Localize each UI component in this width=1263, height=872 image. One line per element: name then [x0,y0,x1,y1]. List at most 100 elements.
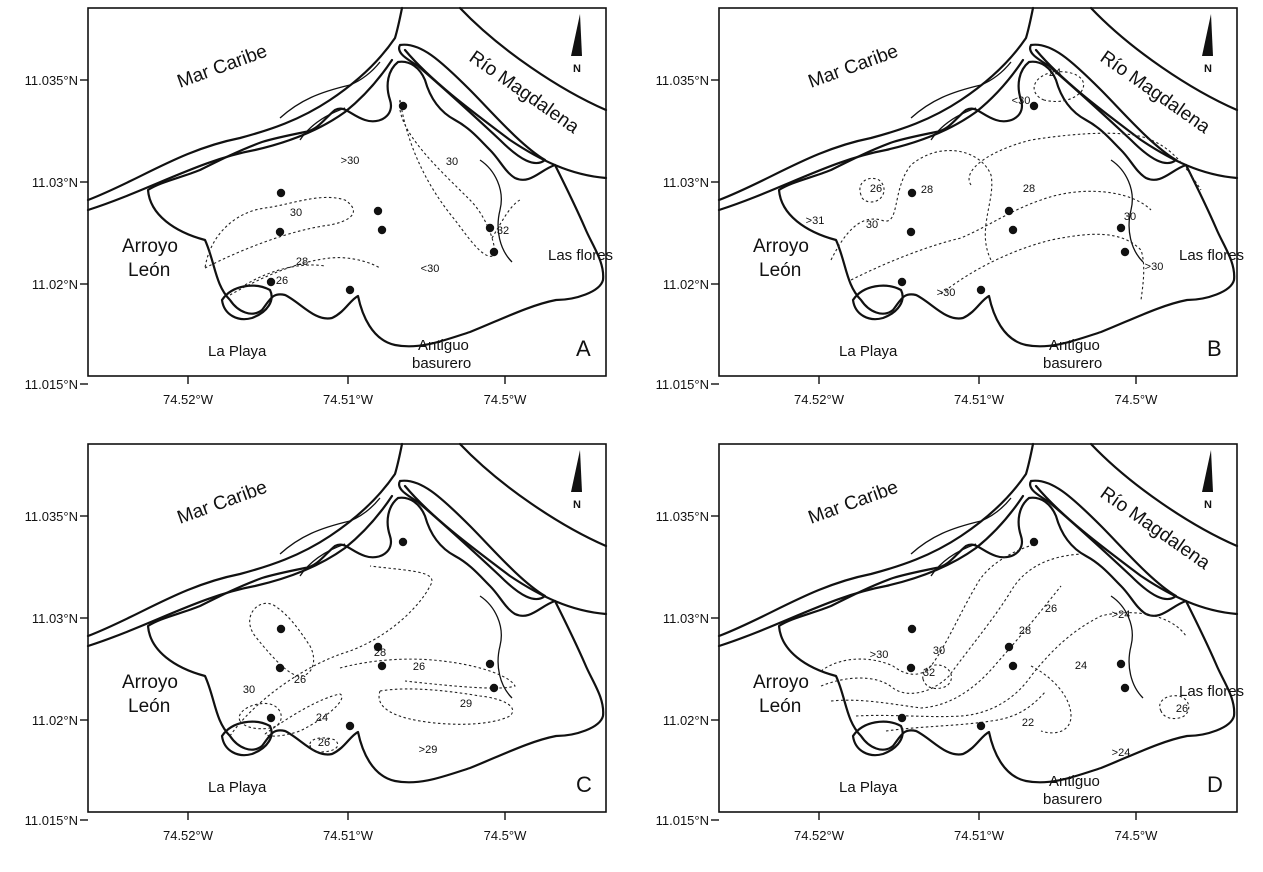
sampling-station [345,285,355,295]
channel-inlet [279,61,381,119]
playa-outline [220,284,273,321]
coastline [717,6,1035,202]
isoline [309,737,339,753]
y-tick-label: 11.03°N [32,175,78,190]
x-tick-label: 74.51°W [323,392,374,407]
antiguo-label: Antiguo [418,337,469,354]
x-tick-label: 74.51°W [954,828,1005,843]
coastline-inner [86,58,394,212]
isoline [229,565,433,737]
x-tick-label: 74.5°W [484,392,528,407]
isoline [264,693,343,737]
y-tick-label: 11.035°N [25,73,78,88]
basurero-label: basurero [1043,355,1102,372]
sampling-station [398,101,408,111]
coastline [717,442,1035,638]
river-bank-east [1089,442,1239,548]
sampling-station [275,227,285,237]
sampling-station [377,661,387,671]
sampling-station [276,188,286,198]
map-panel-c: 26 28 26 30 24 29 26 >29 Mar Caribe Arroyo León La… [0,436,632,872]
channel-inlet-2 [299,107,346,141]
sampling-station [907,188,917,198]
sampling-station [373,642,383,652]
isoline [830,150,993,261]
sea-label: Mar Caribe [806,41,901,93]
arroyo-label: Arroyo [122,672,178,693]
north-arrow-icon [571,14,582,56]
north-arrow-icon [1202,450,1213,492]
isoline [820,543,1037,675]
isoline-label: <30 [421,263,440,275]
isoline-label: >30 [1145,261,1164,273]
y-tick-label: 11.035°N [656,73,709,88]
isoline-label: 30 [446,156,458,168]
sampling-station [907,624,917,634]
isoline [229,257,381,296]
isoline-label: 28 [1023,183,1035,195]
panel-letter: A [576,336,591,361]
y-tick-label: 11.015°N [656,377,709,392]
leon-label: León [128,260,170,281]
isoline-label: >30 [870,649,889,661]
isoline [885,690,1047,732]
x-tick-label: 74.5°W [1115,392,1159,407]
coastline [86,442,404,638]
peninsula-outline [479,159,513,263]
isoline-label: 30 [1124,211,1136,223]
isoline [249,602,315,677]
isoline-label: 32 [497,225,509,237]
north-label: N [573,499,581,511]
sampling-station [976,285,986,295]
sampling-station [897,277,907,287]
channel-inlet [910,61,1012,119]
sampling-station [1004,642,1014,652]
isoline-label: 30 [866,219,878,231]
map-frame [718,7,1238,377]
north-label: N [1204,63,1212,75]
isoline-label: 28 [1019,625,1031,637]
channel-inlet-2 [299,543,346,577]
map-svg: 26 28 26 30 24 29 26 >29 Mar Caribe Arroyo León La… [25,442,608,843]
playa-label: La Playa [208,779,267,796]
y-tick-label: 11.03°N [663,611,709,626]
isoline-label: 24 [316,712,328,724]
playa-label: La Playa [839,343,898,360]
isoline-label: >31 [806,215,825,227]
sampling-station [1008,661,1018,671]
north-label: N [573,63,581,75]
channel-inlet [279,497,381,555]
arroyo-label: Arroyo [753,672,809,693]
sampling-station [485,223,495,233]
x-tick-label: 74.51°W [323,828,374,843]
y-tick-label: 11.015°N [25,813,78,828]
map-frame [87,443,607,813]
isoline-label: 22 [1022,717,1034,729]
arroyo-label: Arroyo [753,236,809,257]
sampling-station [1120,683,1130,693]
peninsula-outline [1110,159,1144,263]
north-arrow-icon [1202,14,1213,56]
leon-label: León [759,696,801,717]
leon-label: León [128,696,170,717]
antiguo-label: Antiguo [1049,773,1100,790]
leon-label: León [759,260,801,281]
sampling-station [1116,659,1126,669]
isoline-label: >30 [341,155,360,167]
y-tick-label: 11.03°N [663,175,709,190]
sampling-station [398,537,408,547]
channel-inlet-2 [930,543,977,577]
isoline [491,199,521,239]
isoline-label: 26 [870,183,882,195]
isoline-label: >29 [419,744,438,756]
river-bank-east [458,6,608,112]
isoline-label: 30 [933,645,945,657]
isoline [244,264,326,286]
panel-letter: C [576,772,592,797]
y-tick-label: 11.035°N [25,509,78,524]
isoline [859,177,885,203]
playa-label: La Playa [839,779,898,796]
isoline-label: 26 [294,674,306,686]
